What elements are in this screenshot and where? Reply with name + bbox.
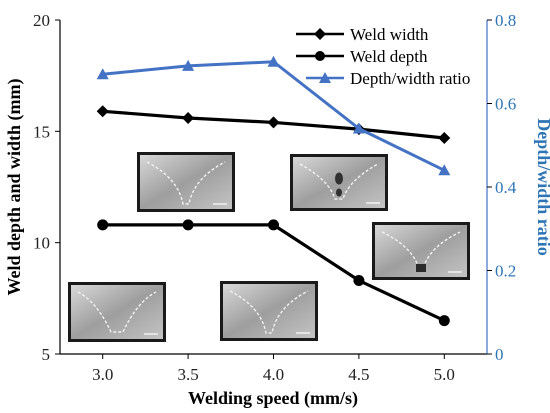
point-depth-width-ratio bbox=[352, 122, 365, 134]
point-weld-depth bbox=[268, 219, 279, 231]
point-weld-depth bbox=[353, 275, 365, 287]
y2-tick-label: 0.6 bbox=[495, 95, 516, 114]
point-weld-depth bbox=[97, 219, 109, 231]
point-depth-width-ratio bbox=[182, 59, 195, 71]
inset-cross-section-3.0 bbox=[68, 282, 166, 342]
legend: Weld width Weld depth Depth/width ratio bbox=[296, 25, 470, 88]
y2-axis-title: Depth/width ratio bbox=[534, 118, 550, 256]
weld-fusion-line bbox=[299, 163, 379, 200]
x-tick-label: 4.5 bbox=[348, 365, 369, 384]
inset-cross-section-3.5 bbox=[137, 152, 235, 212]
point-depth-width-ratio bbox=[267, 55, 280, 67]
y2-tick-label: 0.8 bbox=[495, 11, 516, 30]
y2-tick-label: 0 bbox=[495, 345, 504, 364]
series-layer bbox=[96, 55, 451, 327]
keyhole-defect bbox=[416, 264, 426, 272]
y-axis-title: Weld depth and width (mm) bbox=[4, 78, 25, 295]
point-depth-width-ratio bbox=[96, 68, 109, 80]
x-tick-label: 3.5 bbox=[177, 365, 198, 384]
inset-metal bbox=[223, 284, 315, 338]
inset-images bbox=[68, 152, 470, 342]
legend-marker-ratio bbox=[319, 72, 331, 83]
porosity-spot bbox=[335, 172, 343, 185]
point-weld-width bbox=[438, 132, 451, 145]
point-weld-width bbox=[96, 105, 109, 118]
point-weld-width bbox=[182, 111, 195, 124]
x-tick-label: 4.0 bbox=[263, 365, 284, 384]
legend-label-ratio: Depth/width ratio bbox=[350, 69, 470, 88]
y-tick-label: 15 bbox=[33, 122, 50, 141]
x-tick-label: 5.0 bbox=[434, 365, 455, 384]
weld-fusion-line bbox=[229, 290, 309, 334]
legend-marker-weld-depth bbox=[315, 51, 325, 61]
inset-cross-section-4.0 bbox=[220, 281, 318, 341]
y-tick-label: 5 bbox=[42, 345, 51, 364]
porosity-spot bbox=[336, 188, 342, 197]
x-tick-label: 3.0 bbox=[92, 365, 113, 384]
inset-cross-section-5.0 bbox=[290, 154, 388, 211]
y-tick-label: 20 bbox=[33, 11, 50, 30]
inset-metal bbox=[71, 285, 163, 339]
point-depth-width-ratio bbox=[438, 164, 451, 176]
y-tick-label: 10 bbox=[33, 234, 50, 253]
y2-tick-label: 0.4 bbox=[495, 178, 517, 197]
point-weld-depth bbox=[182, 219, 194, 231]
legend-label-weld-depth: Weld depth bbox=[350, 47, 428, 66]
point-weld-width bbox=[267, 116, 280, 129]
weld-fusion-line bbox=[146, 161, 226, 205]
inset-cross-section-4.5 bbox=[372, 222, 470, 280]
ticks-layer: 3.0 3.5 4.0 4.5 5.0 5 10 15 20 0 0.2 0.4 0.6 0.8 bbox=[33, 11, 517, 384]
point-weld-depth bbox=[438, 315, 450, 327]
legend-label-weld-width: Weld width bbox=[350, 25, 429, 44]
y2-tick-label: 0.2 bbox=[495, 262, 516, 281]
inset-metal bbox=[140, 155, 232, 209]
legend-marker-weld-width bbox=[314, 28, 326, 40]
x-axis-title: Welding speed (mm/s) bbox=[188, 388, 358, 409]
